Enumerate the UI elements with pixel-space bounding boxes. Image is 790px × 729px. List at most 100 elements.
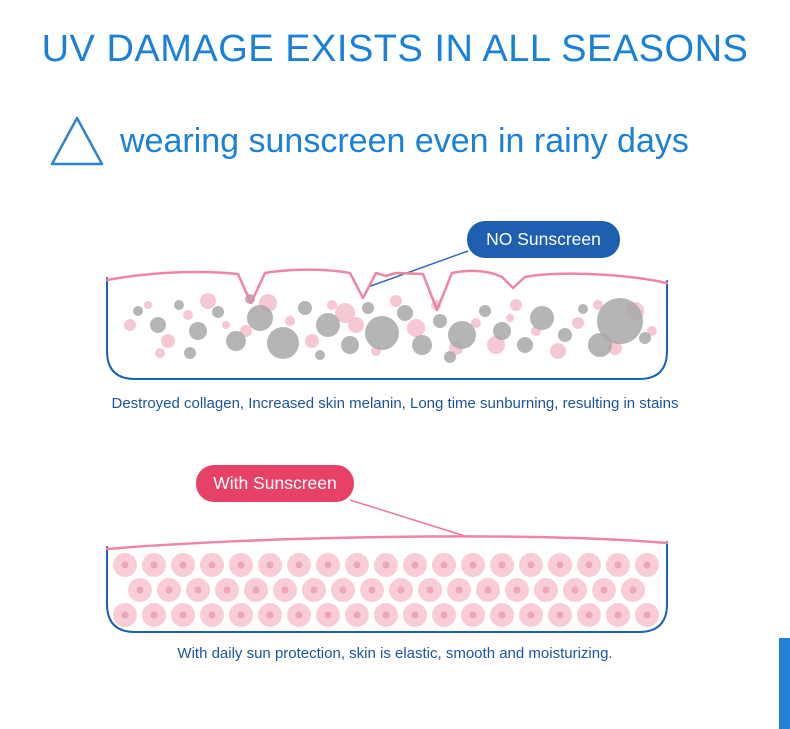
healthy-cell-nucleus xyxy=(223,586,231,594)
melanin-dot xyxy=(639,332,651,344)
uv-spot-dot xyxy=(390,295,402,307)
uv-spot-dot xyxy=(285,316,295,326)
melanin-dot xyxy=(133,306,143,316)
healthy-cell-nucleus xyxy=(411,561,419,569)
melanin-dot xyxy=(316,313,340,337)
healthy-cell-nucleus xyxy=(527,561,535,569)
healthy-cell-nucleus xyxy=(382,561,390,569)
melanin-dot xyxy=(597,298,643,344)
melanin-dot xyxy=(184,347,196,359)
healthy-cell-nucleus xyxy=(295,611,303,619)
healthy-cell-nucleus xyxy=(121,561,129,569)
healthy-cell-nucleus xyxy=(179,611,187,619)
healthy-cell-nucleus xyxy=(150,611,158,619)
uv-spot-dot xyxy=(155,348,165,358)
healthy-cell-nucleus xyxy=(469,561,477,569)
healthy-cell-nucleus xyxy=(194,586,202,594)
healthy-cell-nucleus xyxy=(237,561,245,569)
page-subtitle: wearing sunscreen even in rainy days xyxy=(120,122,689,160)
melanin-dot xyxy=(247,305,273,331)
melanin-dot xyxy=(362,302,374,314)
melanin-dot xyxy=(150,317,166,333)
healthy-cell-nucleus xyxy=(368,586,376,594)
healthy-cell-nucleus xyxy=(382,611,390,619)
healthy-cell-nucleus xyxy=(310,586,318,594)
healthy-cell-nucleus xyxy=(208,561,216,569)
healthy-skin-illustration xyxy=(105,499,669,633)
melanin-dots xyxy=(133,294,651,363)
uv-spot-dot xyxy=(550,343,566,359)
healthy-cell-nucleus xyxy=(411,611,419,619)
healthy-cell-nucleus xyxy=(585,611,593,619)
healthy-cell-nucleus xyxy=(498,561,506,569)
uv-spot-dot xyxy=(327,300,337,310)
healthy-cell-nucleus xyxy=(469,611,477,619)
melanin-dot xyxy=(433,314,447,328)
uv-spot-dot xyxy=(335,303,355,323)
healthy-cell-nucleus xyxy=(324,561,332,569)
scrollbar-thumb[interactable] xyxy=(779,638,790,729)
uv-spot-dot xyxy=(471,318,481,328)
healthy-cell-nucleus xyxy=(339,586,347,594)
uv-spot-dot xyxy=(161,334,175,348)
healthy-cell-nucleus xyxy=(643,611,651,619)
uv-spot-dot xyxy=(510,299,522,311)
melanin-dot xyxy=(365,316,399,350)
uv-spot-dot xyxy=(124,319,136,331)
uv-spot-dot xyxy=(183,310,193,320)
healthy-cell-nucleus xyxy=(556,611,564,619)
healthy-cell-nucleus xyxy=(121,611,129,619)
melanin-dot xyxy=(189,322,207,340)
healthy-cell-nucleus xyxy=(165,586,173,594)
melanin-dot xyxy=(578,304,588,314)
uv-spot-dot xyxy=(407,319,425,337)
healthy-cell-nucleus xyxy=(179,561,187,569)
healthy-cell-nucleus xyxy=(643,561,651,569)
no-sunscreen-connector-line xyxy=(367,250,469,288)
melanin-dot xyxy=(412,335,432,355)
melanin-dot xyxy=(397,305,413,321)
no-sunscreen-caption: Destroyed collagen, Increased skin melan… xyxy=(111,395,679,412)
healthy-cell-nucleus xyxy=(397,586,405,594)
with-sunscreen-label: With Sunscreen xyxy=(196,465,354,502)
uv-spot-dot xyxy=(144,301,152,309)
uv-spot-dot xyxy=(348,317,364,333)
healthy-cell-nucleus xyxy=(266,561,274,569)
subtitle-row: wearing sunscreen even in rainy days xyxy=(0,112,790,174)
healthy-cell-nucleus xyxy=(426,586,434,594)
with-sunscreen-caption: With daily sun protection, skin is elast… xyxy=(177,645,613,662)
healthy-cell-nucleus xyxy=(353,611,361,619)
healthy-cell-nucleus xyxy=(324,611,332,619)
healthy-cell-nucleus xyxy=(455,586,463,594)
healthy-cell-nucleus xyxy=(614,561,622,569)
healthy-cell-nucleus xyxy=(208,611,216,619)
healthy-cell-nucleus xyxy=(527,611,535,619)
uv-spot-dot xyxy=(593,300,603,310)
healthy-cell-nucleus xyxy=(266,611,274,619)
melanin-dot xyxy=(479,305,491,317)
melanin-dot xyxy=(267,327,299,359)
melanin-dot xyxy=(493,322,511,340)
healthy-cell-nucleus xyxy=(440,561,448,569)
healthy-cell-nucleus xyxy=(440,611,448,619)
healthy-skin-outline xyxy=(106,541,668,633)
page-title: UV DAMAGE EXISTS IN ALL SEASONS xyxy=(41,28,749,70)
melanin-dot xyxy=(558,328,572,342)
uv-spot-dot xyxy=(305,334,319,348)
healthy-cell-nucleus xyxy=(600,586,608,594)
melanin-dot xyxy=(298,301,312,315)
uv-spot-dot xyxy=(200,293,216,309)
uv-spot-dot xyxy=(506,314,514,322)
healthy-cell-nucleus xyxy=(585,561,593,569)
healthy-cell-nucleus xyxy=(542,586,550,594)
healthy-cell-grid xyxy=(113,553,659,627)
healthy-skin-surface-line xyxy=(105,535,669,551)
damaged-skin-illustration xyxy=(105,250,669,380)
melanin-dot xyxy=(212,306,224,318)
healthy-cell-nucleus xyxy=(150,561,158,569)
melanin-dot xyxy=(530,306,554,330)
healthy-cell-nucleus xyxy=(484,586,492,594)
melanin-dot xyxy=(517,337,533,353)
no-sunscreen-label: NO Sunscreen xyxy=(467,221,620,258)
